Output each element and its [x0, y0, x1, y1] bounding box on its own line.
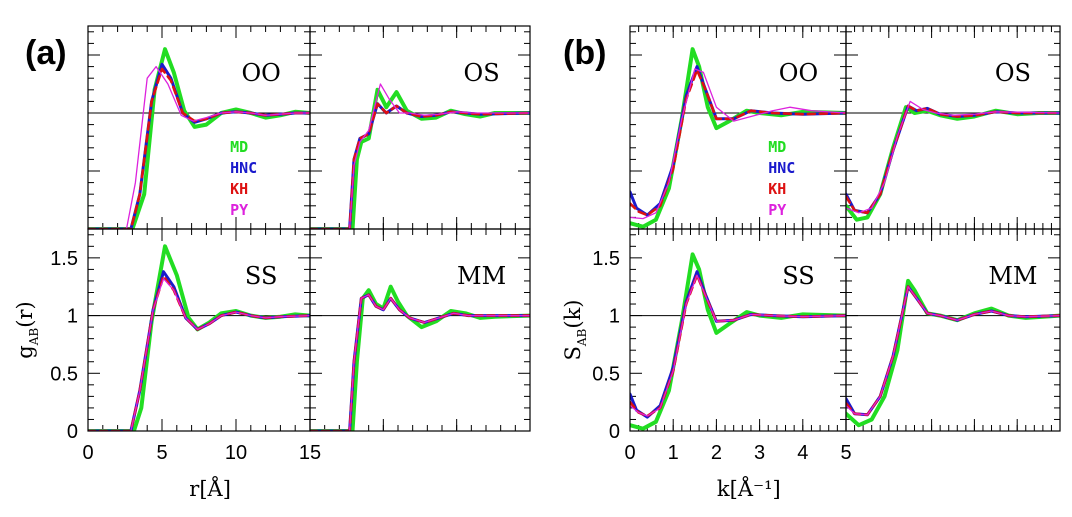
series-group [630, 47, 846, 229]
panel-title-os: OS [464, 59, 500, 87]
y-axis-label-tail: (r) [13, 301, 37, 327]
panel-a-oo: OO [87, 25, 311, 230]
x-tick-label: 1 [668, 442, 679, 464]
series-line-py [310, 294, 530, 431]
panel-frame [309, 228, 531, 432]
series-line-hnc [88, 62, 310, 229]
y-axis-label-tail: (k) [561, 300, 585, 329]
x-axis-label: r[Å] [189, 476, 231, 501]
panel-title-mm: MM [457, 262, 506, 290]
series-line-kh [846, 285, 1060, 417]
series-group [310, 83, 530, 229]
series-line-py [846, 100, 1060, 214]
series-line-hnc [88, 270, 310, 431]
panel-a-mm: MM [309, 228, 531, 432]
series-line-py [310, 83, 530, 229]
series-line-hnc [846, 285, 1060, 417]
y-tick-label: 1 [67, 306, 78, 328]
series-line-kh [310, 102, 530, 229]
x-tick-label: 15 [299, 442, 321, 464]
x-tick-label: 2 [711, 442, 722, 464]
y-axis-label: gAB(r) [13, 301, 41, 358]
x-axis-label: k[Å⁻¹] [717, 476, 781, 501]
x-tick-label: 3 [754, 442, 765, 464]
panel-title-oo: OO [241, 59, 280, 87]
y-axis-label-main: S [561, 346, 585, 360]
x-tick-label: 0 [82, 442, 93, 464]
series-line-md [846, 278, 1060, 428]
legend-entry-hnc: HNC [768, 159, 795, 177]
legend-b: MD HNC KH PY [768, 138, 795, 219]
y-axis-label-sub: AB [27, 328, 41, 347]
legend-entry-hnc: HNC [230, 159, 257, 177]
series-line-py [630, 68, 846, 220]
legend-entry-md: MD [230, 138, 248, 156]
panel-title-oo: OO [779, 59, 818, 87]
series-line-py [846, 286, 1060, 416]
series-line-kh [630, 68, 846, 217]
panel-frame [845, 228, 1061, 432]
legend-a: MD HNC KH PY [230, 138, 257, 219]
y-axis-label-sub: AB [575, 328, 589, 347]
series-group [846, 100, 1060, 222]
series-group [630, 252, 846, 431]
series-group [88, 47, 310, 229]
chart-b: OO OS SS MM 0 0.5 1 1.5 0 1 2 3 4 5 k[Å⁻¹] SAB(k) (b) MD H… [561, 25, 1061, 501]
series-line-hnc [310, 102, 530, 229]
panel-b-oo: OO [629, 25, 847, 230]
panel-a-ss: SS [87, 228, 311, 432]
legend-entry-py: PY [230, 201, 248, 219]
panel-b-ss: SS [629, 228, 847, 432]
series-line-py [630, 274, 846, 417]
series-line-py [88, 65, 310, 229]
y-tick-label: 0.5 [592, 363, 620, 385]
legend-entry-md: MD [768, 138, 786, 156]
x-tick-label: 4 [797, 442, 808, 464]
series-group [846, 278, 1060, 428]
x-tick-label: 5 [840, 442, 851, 464]
series-group [310, 284, 530, 431]
series-line-hnc [630, 270, 846, 419]
legend-entry-kh: KH [230, 180, 248, 198]
chart-a: OO OS SS MM 0 0.5 1 1.5 0 5 10 15 r[Å] gAB(r) (a) MD HNC… [13, 25, 531, 501]
series-line-hnc [630, 65, 846, 217]
panel-frame [309, 25, 531, 230]
y-tick-label: 1 [609, 306, 620, 328]
y-tick-label: 0 [609, 421, 620, 443]
panel-b-os: OS [845, 25, 1061, 230]
panel-a-os: OS [309, 25, 531, 230]
series-line-py [88, 277, 310, 431]
series-line-md [88, 47, 310, 229]
series-group [88, 244, 310, 431]
panel-title-mm: MM [988, 262, 1037, 290]
x-tick-label: 5 [156, 442, 167, 464]
legend-entry-kh: KH [768, 180, 786, 198]
legend-entry-py: PY [768, 201, 786, 219]
x-tick-label: 0 [624, 442, 635, 464]
y-tick-label: 1.5 [592, 248, 620, 270]
series-line-md [310, 284, 530, 431]
panel-label-a: (a) [25, 34, 67, 72]
y-tick-label: 0 [67, 421, 78, 443]
x-tick-label: 10 [225, 442, 247, 464]
series-line-md [846, 105, 1060, 222]
y-axis-label-main: g [13, 345, 37, 358]
series-line-md [310, 87, 530, 229]
panel-title-os: OS [995, 59, 1031, 87]
series-line-kh [88, 275, 310, 431]
y-tick-label: 1.5 [50, 248, 78, 270]
panel-title-ss: SS [782, 262, 814, 290]
panel-b-mm: MM [845, 228, 1061, 432]
y-axis-label: SAB(k) [561, 300, 589, 361]
panel-label-b: (b) [563, 34, 606, 72]
y-tick-label: 0.5 [50, 363, 78, 385]
panel-title-ss: SS [245, 262, 277, 290]
series-line-kh [88, 67, 310, 229]
